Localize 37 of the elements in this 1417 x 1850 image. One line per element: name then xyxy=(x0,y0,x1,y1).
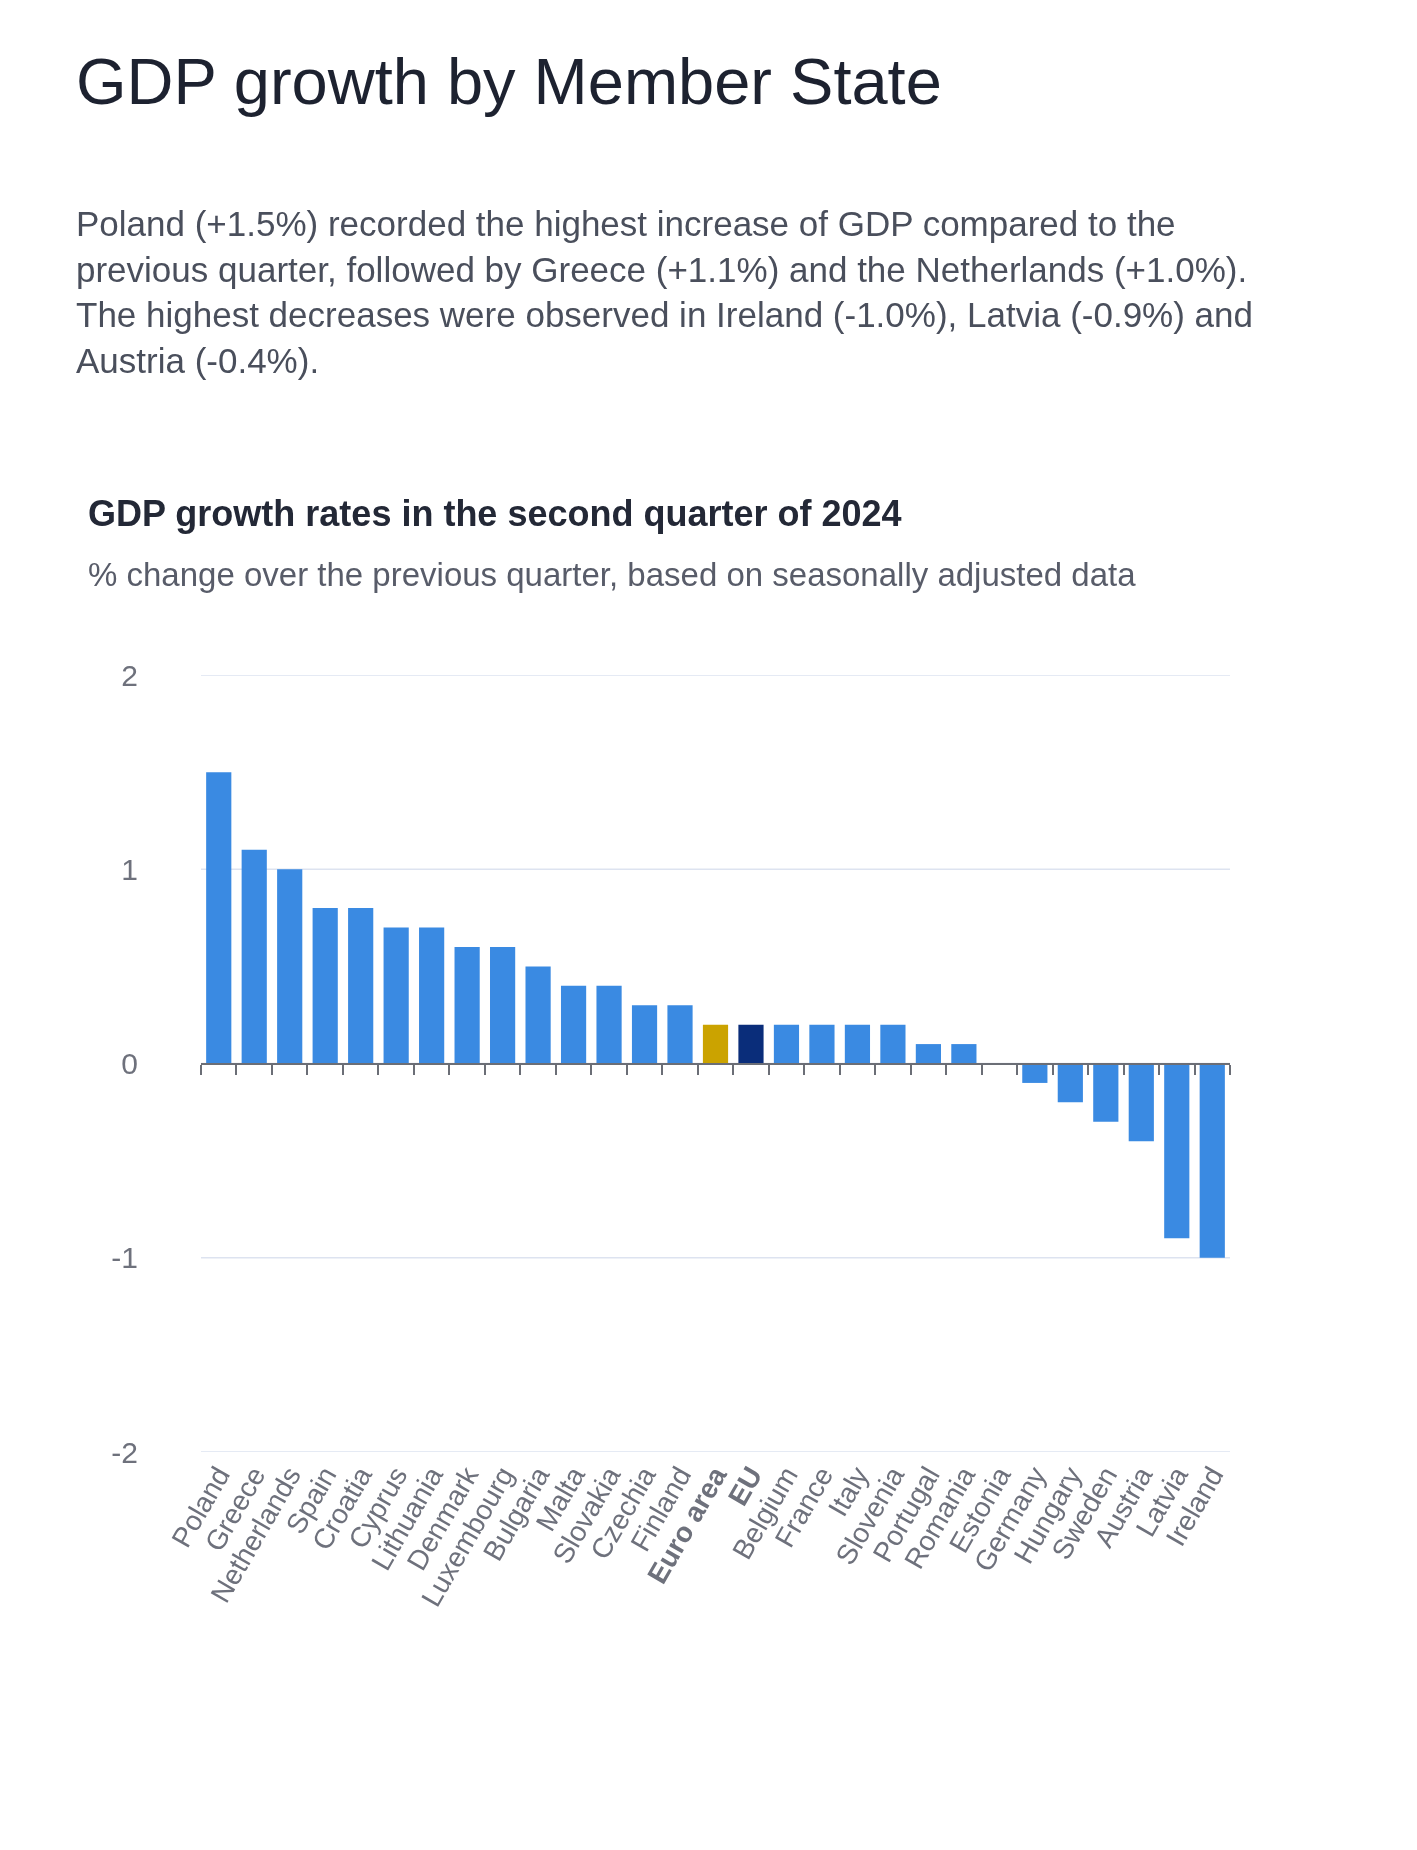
bar xyxy=(738,1024,764,1064)
bar xyxy=(1022,1063,1048,1083)
text: Poland (+1.5%) recorded the highest increase of GDP compared to the previous quarter, followed by Greece (+1.1%) and the Netherlands (+1.0%). The highest decreases were observed in Ireland (-1.0%), Latvia (-0.9%) and Austria (-0.4%). xyxy=(76,204,1253,380)
bar xyxy=(348,908,374,1064)
bar xyxy=(490,946,516,1064)
bar xyxy=(596,985,622,1064)
y-tick-label: 0 xyxy=(121,1047,138,1080)
y-tick-label: 2 xyxy=(121,658,138,692)
bar xyxy=(419,927,445,1064)
bar xyxy=(702,1024,729,1064)
bar xyxy=(312,908,338,1064)
bar xyxy=(454,946,480,1064)
chart-subtitle: % change over the previous quarter, based on seasonally adjusted data xyxy=(88,556,1137,593)
bar xyxy=(880,1024,906,1064)
bar xyxy=(1164,1063,1190,1239)
bar xyxy=(844,1024,871,1064)
bar xyxy=(241,849,267,1064)
bar xyxy=(631,1005,658,1064)
bar xyxy=(383,927,409,1064)
y-tick-label: 1 xyxy=(121,852,138,886)
text: GDP growth by Member State xyxy=(76,45,942,118)
bar xyxy=(951,1044,977,1064)
bar xyxy=(773,1024,800,1064)
bar xyxy=(1128,1063,1154,1142)
bar xyxy=(915,1044,941,1064)
bar xyxy=(277,869,303,1064)
bar xyxy=(809,1024,835,1064)
bar xyxy=(1093,1063,1119,1122)
bar xyxy=(1199,1063,1225,1258)
chart-title: GDP growth rates in the second quarter of 2024 xyxy=(88,493,902,534)
y-tick-label: -1 xyxy=(111,1241,138,1275)
bar xyxy=(560,985,587,1064)
bar xyxy=(667,1005,693,1064)
bar xyxy=(525,966,551,1064)
y-tick-label: -2 xyxy=(111,1435,138,1469)
bar xyxy=(1057,1063,1083,1103)
bar xyxy=(206,772,232,1064)
